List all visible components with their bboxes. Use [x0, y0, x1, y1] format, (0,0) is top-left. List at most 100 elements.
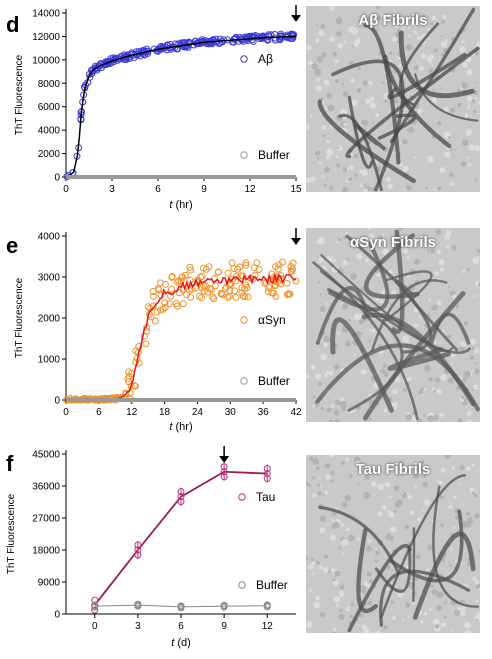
texture-speck: [312, 476, 316, 480]
texture-speck: [368, 417, 372, 421]
y-tick-label: 4000: [38, 126, 61, 137]
texture-speck: [319, 515, 327, 522]
y-tick-label: 27000: [32, 514, 60, 525]
texture-speck: [478, 549, 480, 553]
texture-speck: [457, 418, 464, 422]
data-point: [275, 261, 283, 269]
texture-speck: [464, 629, 472, 633]
texture-speck: [473, 294, 477, 298]
data-point: [134, 602, 142, 610]
y-tick-label: 3000: [38, 273, 61, 284]
texture-speck: [334, 570, 341, 577]
texture-speck: [321, 52, 327, 58]
x-tick-label: 36: [258, 407, 270, 418]
texture-speck: [448, 136, 451, 139]
data-point: [195, 292, 203, 300]
texture-speck: [461, 40, 465, 44]
legend-label: Buffer: [258, 148, 290, 162]
fibril-strand: [377, 113, 417, 140]
fibril-strand: [364, 233, 420, 299]
texture-speck: [319, 484, 323, 488]
texture-speck: [329, 419, 333, 422]
texture-speck: [374, 559, 379, 563]
texture-speck: [474, 491, 478, 494]
texture-speck: [316, 156, 320, 160]
texture-speck: [414, 484, 417, 488]
texture-speck: [467, 57, 471, 62]
texture-speck: [428, 238, 436, 246]
texture-speck: [378, 234, 384, 240]
y-tick-label: 36000: [32, 482, 60, 493]
texture-speck: [391, 36, 398, 43]
texture-speck: [325, 338, 330, 343]
texture-speck: [346, 167, 350, 171]
texture-speck: [324, 107, 329, 111]
texture-speck: [398, 460, 404, 467]
texture-speck: [472, 577, 477, 582]
fibril-strand: [345, 46, 480, 159]
data-point: [198, 272, 206, 280]
texture-speck: [413, 65, 419, 71]
y-tick-label: 4000: [38, 232, 61, 243]
texture-speck: [417, 108, 423, 114]
texture-speck: [317, 382, 322, 387]
texture-speck: [369, 102, 376, 109]
data-point: [144, 303, 152, 311]
texture-speck: [380, 239, 385, 244]
texture-speck: [475, 599, 478, 603]
data-point: [263, 465, 271, 473]
texture-speck: [357, 88, 362, 93]
texture-speck: [336, 240, 340, 244]
data-point: [263, 603, 271, 611]
texture-speck: [420, 387, 424, 391]
texture-speck: [420, 620, 424, 624]
texture-speck: [452, 293, 457, 299]
texture-speck: [376, 272, 381, 277]
texture-speck: [428, 377, 433, 382]
texture-speck: [402, 165, 409, 173]
texture-speck: [407, 616, 410, 619]
texture-speck: [442, 14, 447, 20]
texture-speck: [337, 43, 344, 49]
texture-speck: [399, 17, 402, 20]
data-point: [283, 34, 291, 42]
texture-speck: [318, 30, 325, 36]
texture-speck: [436, 300, 442, 305]
texture-speck: [440, 87, 443, 90]
texture-speck: [450, 107, 456, 113]
texture-speck: [321, 96, 324, 100]
data-point: [287, 263, 295, 271]
texture-speck: [394, 501, 401, 508]
texture-speck: [370, 186, 376, 192]
texture-speck: [453, 495, 457, 499]
data-point: [156, 279, 164, 287]
data-point: [217, 289, 225, 297]
panel-letter: e: [6, 233, 18, 258]
fibril-strand: [319, 270, 471, 354]
legend-label: αSyn: [258, 313, 286, 327]
data-point: [202, 37, 210, 45]
texture-speck: [388, 495, 392, 499]
texture-speck: [422, 241, 426, 245]
texture-speck: [312, 395, 316, 399]
texture-speck: [339, 592, 345, 597]
texture-speck: [326, 523, 329, 526]
data-point: [174, 278, 182, 286]
texture-speck: [413, 30, 417, 35]
texture-speck: [357, 482, 360, 485]
texture-speck: [321, 125, 327, 131]
x-tick-label: 0: [92, 621, 98, 632]
texture-speck: [457, 102, 462, 107]
texture-speck: [326, 148, 334, 156]
texture-speck: [306, 555, 309, 560]
texture-speck: [329, 6, 335, 11]
texture-speck: [363, 581, 369, 587]
texture-speck: [334, 583, 337, 587]
texture-speck: [335, 155, 339, 158]
micrograph-label: αSyn Fibrils: [350, 234, 436, 251]
data-point: [264, 35, 272, 43]
micrograph-asyn: αSyn Fibrils: [306, 228, 480, 422]
data-point: [161, 299, 169, 307]
texture-speck: [423, 499, 431, 506]
texture-speck: [423, 611, 428, 616]
